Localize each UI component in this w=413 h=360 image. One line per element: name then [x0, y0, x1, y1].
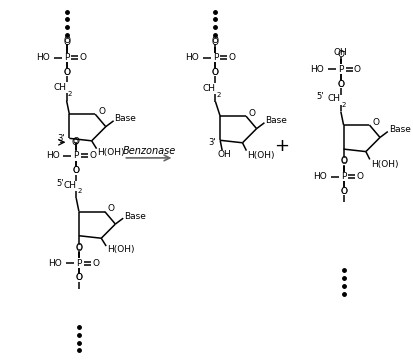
- Text: 2: 2: [68, 91, 72, 97]
- Text: P: P: [76, 258, 82, 267]
- Text: O: O: [73, 166, 80, 175]
- Text: 5': 5': [317, 92, 324, 101]
- Text: Base: Base: [124, 212, 146, 221]
- Text: HO: HO: [313, 172, 327, 181]
- Text: HO: HO: [36, 53, 50, 62]
- Text: O: O: [63, 39, 70, 48]
- Text: O: O: [108, 204, 115, 213]
- Text: 5': 5': [56, 179, 64, 188]
- Text: H(OH): H(OH): [97, 148, 125, 157]
- Text: O: O: [212, 68, 219, 77]
- Text: Benzonase: Benzonase: [122, 146, 176, 156]
- Text: HO: HO: [46, 152, 59, 161]
- Text: O: O: [98, 107, 105, 116]
- Text: CH: CH: [202, 84, 216, 93]
- Text: Base: Base: [266, 116, 287, 125]
- Text: H(OH): H(OH): [107, 246, 135, 255]
- Text: P: P: [64, 53, 69, 62]
- Text: HO: HO: [311, 65, 324, 74]
- Text: Base: Base: [114, 114, 136, 123]
- Text: CH: CH: [328, 94, 341, 103]
- Text: HO: HO: [185, 53, 199, 62]
- Text: O: O: [92, 258, 99, 267]
- Text: H(OH): H(OH): [371, 160, 398, 169]
- Text: O: O: [76, 243, 83, 252]
- Text: O: O: [80, 53, 87, 62]
- Text: O: O: [63, 68, 70, 77]
- Text: O: O: [212, 39, 219, 48]
- Text: O: O: [73, 137, 80, 146]
- Text: O: O: [71, 138, 78, 147]
- Text: O: O: [76, 244, 83, 253]
- Text: OH: OH: [217, 150, 231, 159]
- Text: O: O: [340, 187, 347, 196]
- Text: 2: 2: [77, 188, 81, 194]
- Text: HO: HO: [49, 258, 62, 267]
- Text: O: O: [229, 53, 235, 62]
- Text: P: P: [341, 172, 346, 181]
- Text: O: O: [340, 187, 347, 196]
- Text: 3': 3': [209, 138, 216, 147]
- Text: Base: Base: [389, 125, 411, 134]
- Text: O: O: [63, 36, 70, 45]
- Text: O: O: [249, 109, 256, 118]
- Text: O: O: [340, 156, 347, 165]
- Text: O: O: [337, 80, 344, 89]
- Text: O: O: [373, 117, 380, 126]
- Text: O: O: [357, 172, 364, 181]
- Text: +: +: [275, 137, 290, 155]
- Text: O: O: [212, 36, 219, 45]
- Text: CH: CH: [63, 181, 76, 190]
- Text: O: O: [354, 65, 361, 74]
- Text: CH: CH: [54, 84, 66, 93]
- Text: OH: OH: [334, 48, 348, 57]
- Text: P: P: [338, 65, 344, 74]
- Text: O: O: [337, 80, 344, 89]
- Text: O: O: [73, 166, 80, 175]
- Text: O: O: [340, 157, 347, 166]
- Text: H(OH): H(OH): [247, 151, 275, 160]
- Text: P: P: [74, 152, 79, 161]
- Text: O: O: [212, 68, 219, 77]
- Text: 2: 2: [216, 92, 221, 98]
- Text: 3': 3': [58, 134, 65, 143]
- Text: O: O: [63, 68, 70, 77]
- Text: 2: 2: [342, 102, 346, 108]
- Text: O: O: [337, 50, 344, 59]
- Text: O: O: [89, 152, 96, 161]
- Text: P: P: [213, 53, 218, 62]
- Text: O: O: [76, 273, 83, 282]
- Text: O: O: [76, 273, 83, 282]
